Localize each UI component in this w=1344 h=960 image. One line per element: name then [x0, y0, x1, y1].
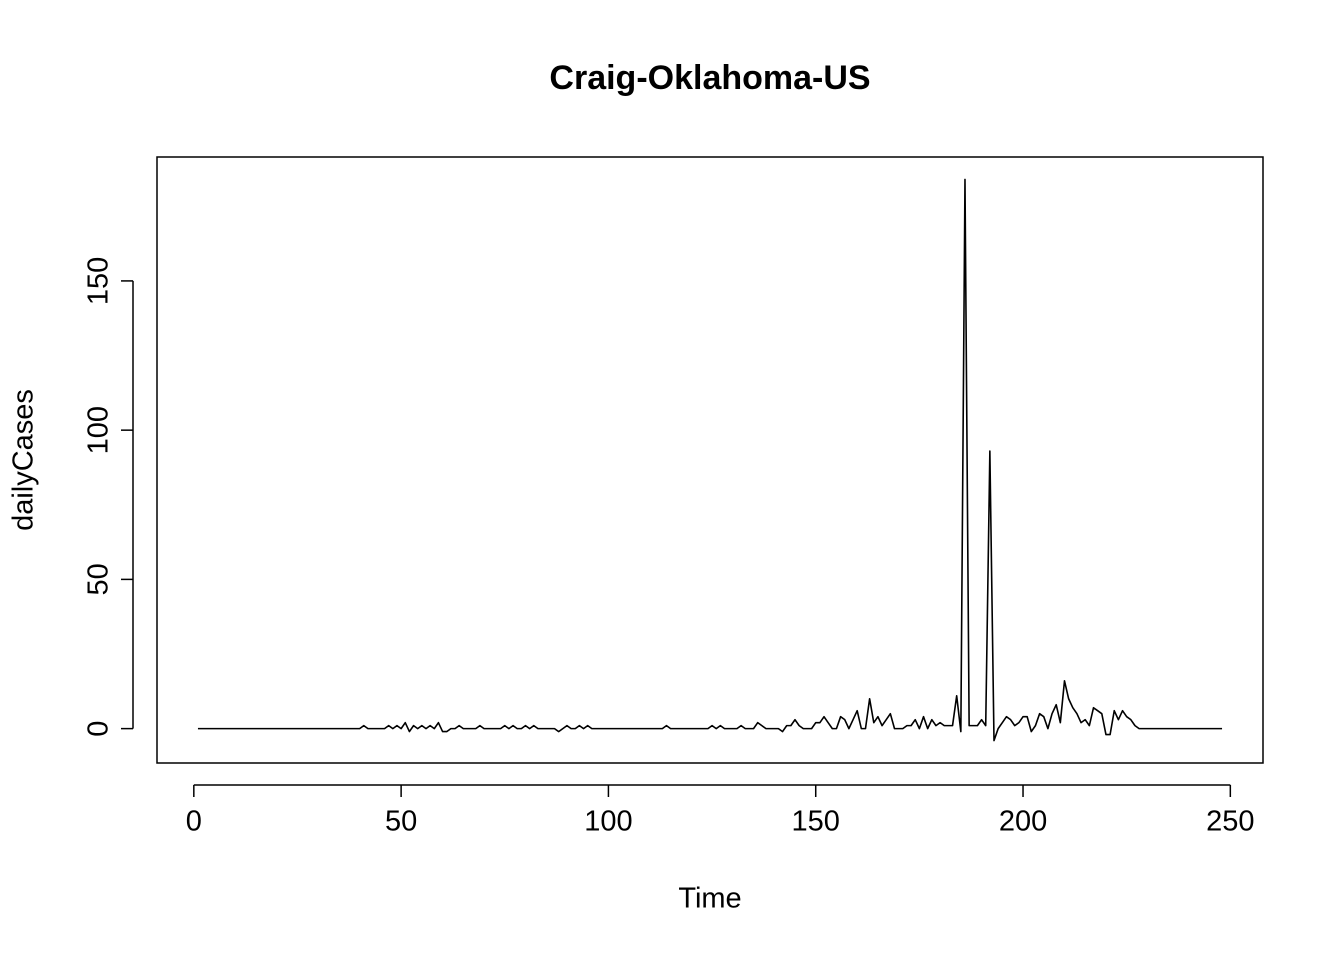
plot-box [156, 156, 1264, 764]
x-tick-label: 50 [385, 806, 417, 838]
x-tick-label: 200 [999, 806, 1047, 838]
x-tick-label: 100 [584, 806, 632, 838]
x-axis-label: Time [678, 883, 741, 915]
chart-title: Craig-Oklahoma-US [549, 59, 870, 97]
y-axis-label: dailyCases [8, 389, 40, 531]
y-tick-label: 50 [83, 563, 115, 595]
y-tick-label: 100 [83, 406, 115, 454]
x-tick-label: 250 [1206, 806, 1254, 838]
y-tick-label: 0 [83, 721, 115, 737]
y-tick-label: 150 [83, 257, 115, 305]
x-tick-label: 150 [792, 806, 840, 838]
x-tick-label: 0 [186, 806, 202, 838]
series-line [197, 178, 1223, 742]
